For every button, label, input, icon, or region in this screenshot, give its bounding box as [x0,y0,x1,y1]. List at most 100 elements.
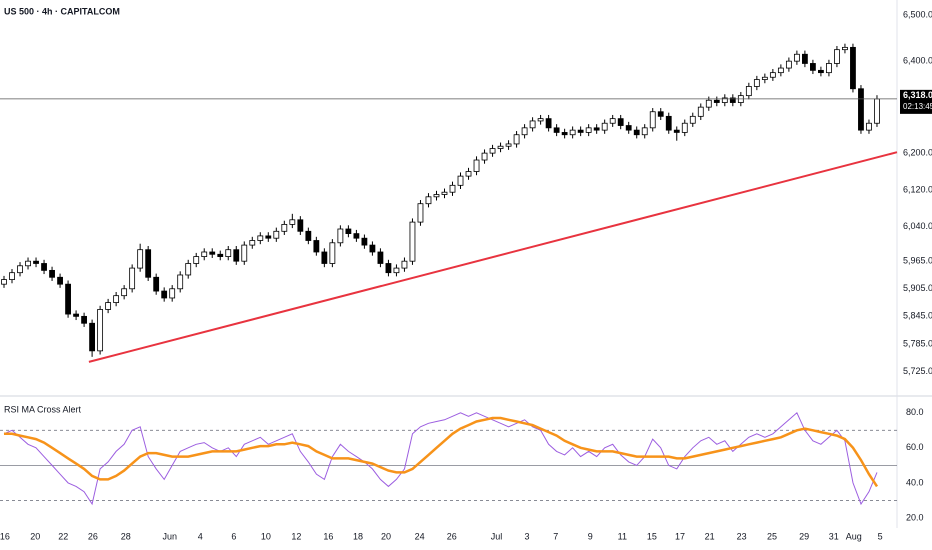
candle-body [201,251,208,257]
candle-body [793,53,800,62]
candle-body [161,290,168,299]
candle-body [769,72,776,78]
candle-body [25,260,31,267]
y-tick-label: 6,500.0 [903,10,932,20]
y-tick-label: 5,725.0 [903,366,932,376]
candle-body [273,230,280,239]
y-tick-label: 5,845.0 [903,311,932,321]
candle-body [329,242,336,264]
candle-body [297,219,304,232]
candle-body [761,76,768,80]
candle-body [801,53,808,64]
x-tick-label: 21 [705,531,715,541]
x-tick-label: 9 [588,531,593,541]
candle-body [217,253,224,257]
x-tick-label: Jun [163,531,178,541]
x-tick-label: 16 [323,531,333,541]
candle-body [465,171,472,177]
chart-title: US 500 · 4h · CAPITALCOM [4,6,120,16]
candle-body [689,115,696,124]
candle-body [369,244,376,253]
x-tick-label: 5 [878,531,883,541]
candle-body [785,60,792,69]
trendline [88,151,898,363]
indicator-line [3,411,878,506]
candle-body [9,272,15,280]
countdown-label: 02:13:45 [903,102,932,111]
candle-body [713,99,720,103]
candle-body [529,120,536,129]
candle-body [249,240,256,246]
candle-body [313,240,320,253]
x-tick-label: 10 [261,531,271,541]
candle-body [145,249,152,278]
x-tick-label: 20 [381,531,391,541]
candle-body [241,244,248,262]
y-tick-label: 5,965.0 [903,256,932,266]
candle-body [81,315,87,324]
candle-body [409,221,416,262]
candle-body [209,251,216,255]
candle-body [569,129,576,136]
candle-body [49,269,55,278]
x-tick-label: 3 [524,531,529,541]
candle-body [1,279,7,285]
candle-body [193,256,200,264]
x-tick-label: 28 [121,531,131,541]
x-tick-label: 18 [353,531,363,541]
candle-body [641,127,648,136]
candle-body [433,194,440,198]
candle-body [449,184,456,193]
candle-body [33,260,39,264]
y-tick-label: 60.0 [906,442,924,452]
candle-body [657,111,664,117]
x-tick-label: 24 [415,531,425,541]
x-tick-label: 22 [58,531,68,541]
y-tick-label: 40.0 [906,477,924,487]
x-tick-label: 25 [767,531,777,541]
candle-body [609,118,616,124]
candle-body [858,88,864,131]
y-tick-label: 80.0 [906,407,924,417]
candle-body [121,288,128,297]
x-tick-label: 4 [198,531,203,541]
candle-body [41,263,47,271]
x-tick-label: 11 [618,531,627,541]
candle-body [665,115,672,131]
candle-body [561,132,568,136]
candle-body [73,313,79,317]
candle-body [361,237,368,246]
last-price-label: 6,318.0 [903,90,932,100]
candle-body [489,148,496,154]
candle-body [850,46,856,90]
last-price-box [900,89,932,114]
candle-body [705,99,712,108]
candle-body [345,228,352,234]
candle-body [225,249,232,257]
candle-body [257,235,264,241]
candle-body [281,224,288,232]
candle-body [289,219,296,225]
x-tick-label: 12 [291,531,301,541]
candle-body [169,288,176,299]
candle-body [129,267,136,290]
x-tick-label: 31 [829,531,839,541]
y-tick-label: 6,040.0 [903,221,932,231]
candle-body [577,129,584,133]
x-tick-label: 23 [737,531,747,541]
candle-body [834,49,840,64]
candle-body [305,230,312,241]
candle-body [265,235,272,239]
candle-body [441,191,448,195]
candle-body [753,79,760,87]
x-tick-label: Jul [491,531,503,541]
candle-body [481,152,488,161]
candle-body [177,274,184,290]
candle-body [545,118,552,129]
candle-body [866,122,872,131]
candle-body [593,127,600,131]
y-tick-label: 20.0 [906,512,924,522]
candle-body [57,276,63,285]
y-tick-label: 5,785.0 [903,338,932,348]
